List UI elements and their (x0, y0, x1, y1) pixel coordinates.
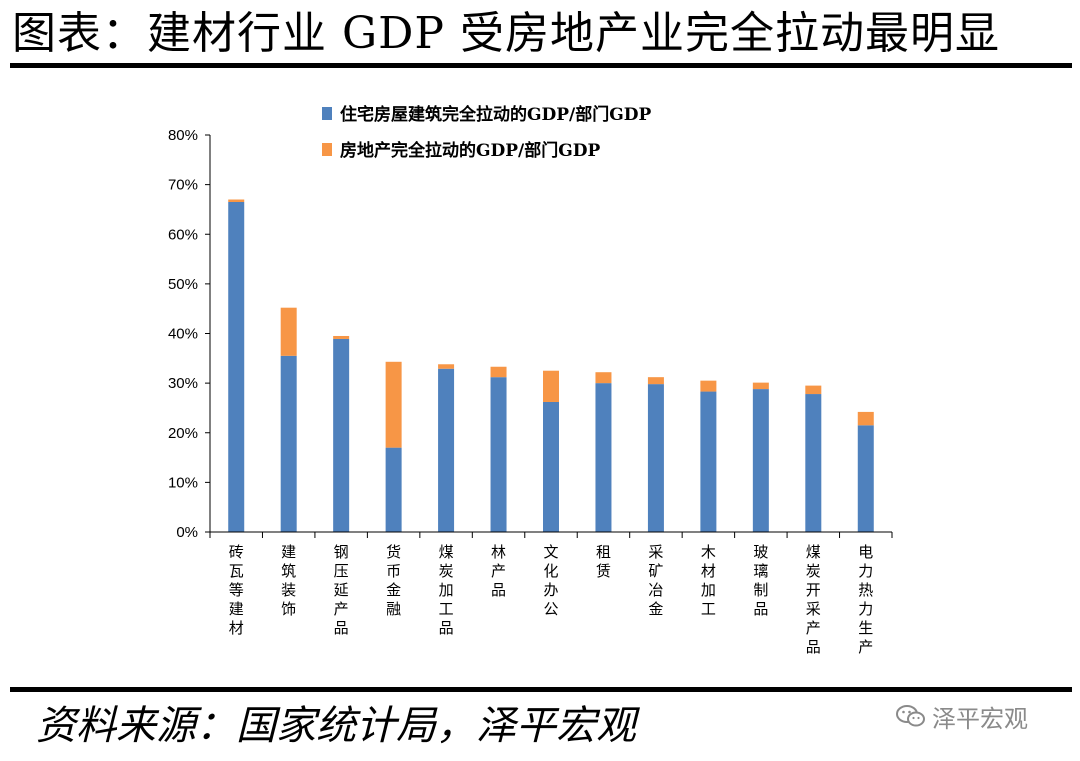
bar-series-2 (595, 372, 612, 384)
footer-divider (10, 687, 1072, 692)
y-tick-label: 10% (168, 474, 198, 491)
y-tick-label: 80% (168, 127, 198, 144)
bar-series-2 (647, 377, 664, 385)
bar-series-1 (280, 355, 297, 532)
y-tick-label: 50% (168, 276, 198, 293)
bar-series-1 (700, 391, 717, 532)
title-divider (10, 63, 1072, 68)
x-tick-label: 货币金融 (386, 543, 401, 618)
bar-series-1 (490, 377, 507, 532)
bar-series-2 (438, 364, 455, 369)
x-tick-label: 煤炭加工品 (439, 543, 454, 637)
bar-series-2 (385, 361, 402, 448)
y-tick-label: 0% (176, 524, 198, 541)
watermark: 泽平宏观 (896, 701, 1028, 733)
x-tick-label: 煤炭开采产品 (806, 543, 821, 656)
y-tick-label: 20% (168, 425, 198, 442)
chart: 住宅房屋建筑完全拉动的GDP/部门GDP 房地产完全拉动的GDP/部门GDP 0… (168, 104, 893, 656)
x-tick-label: 文化办公 (543, 543, 558, 618)
x-tick-label: 租赁 (596, 543, 611, 580)
legend: 住宅房屋建筑完全拉动的GDP/部门GDP 房地产完全拉动的GDP/部门GDP (322, 104, 652, 161)
x-tick-label: 林产品 (491, 543, 506, 599)
watermark-label: 泽平宏观 (932, 704, 1028, 733)
page-title: 图表：建材行业 GDP 受房地产业完全拉动最明显 (12, 8, 1001, 59)
y-tick-label: 60% (168, 226, 198, 243)
bar-series-2 (543, 370, 559, 402)
y-tick-label: 70% (168, 177, 198, 194)
bars (228, 199, 874, 532)
bar-series-1 (805, 394, 822, 532)
bar-series-1 (438, 368, 455, 532)
bar-series-2 (805, 385, 822, 395)
bar-series-2 (228, 199, 245, 202)
bar-series-1 (543, 401, 559, 532)
x-tick-label: 木材加工 (701, 543, 716, 618)
x-tick-label: 钢压延产品 (334, 543, 349, 637)
bar-series-1 (647, 384, 664, 532)
y-tick-label: 40% (168, 326, 198, 343)
bar-series-1 (752, 389, 769, 532)
bar-series-2 (490, 366, 507, 378)
x-tick-label: 砖瓦等建材 (229, 543, 244, 637)
bar-series-1 (857, 425, 874, 532)
legend-label-series-2: 房地产完全拉动的GDP/部门GDP (340, 140, 601, 161)
bar-series-2 (857, 411, 874, 426)
x-axis: 砖瓦等建材 建筑装饰 钢压延产品 货币金融 煤炭加工品 林产品 文化办公 租赁 采矿冶金 木材加工… (209, 531, 893, 656)
bar-series-1 (595, 383, 612, 532)
source-note: 资料来源：国家统计局，泽平宏观 (36, 703, 636, 749)
legend-label-series-1: 住宅房屋建筑完全拉动的GDP/部门GDP (340, 104, 652, 125)
x-tick-label: 玻璃制品 (753, 543, 768, 618)
wechat-icon (896, 705, 925, 727)
bar-series-1 (228, 201, 245, 532)
x-tick-label: 采矿冶金 (648, 543, 663, 618)
legend-swatch-series-2 (322, 143, 332, 156)
y-axis: 0% 10% 20% 30% 40% 50% 60% 70% 80% (168, 127, 211, 541)
x-tick-label: 电力热力生产 (858, 543, 873, 656)
legend-swatch-series-1 (322, 107, 332, 120)
bar-series-1 (385, 447, 402, 532)
bar-series-2 (700, 380, 717, 392)
bar-series-1 (333, 338, 350, 532)
bar-series-2 (333, 335, 350, 339)
bar-series-2 (752, 382, 769, 390)
y-tick-label: 30% (168, 375, 198, 392)
bar-series-2 (280, 307, 297, 356)
x-tick-label: 建筑装饰 (281, 543, 296, 618)
